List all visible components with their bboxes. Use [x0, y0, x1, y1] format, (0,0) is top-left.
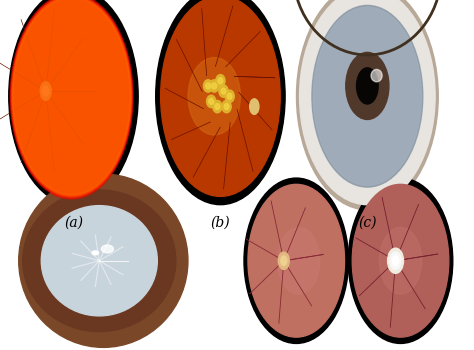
Ellipse shape — [12, 0, 131, 196]
Ellipse shape — [203, 80, 213, 92]
Ellipse shape — [227, 93, 232, 99]
Ellipse shape — [213, 100, 222, 113]
Ellipse shape — [155, 0, 285, 205]
Ellipse shape — [11, 0, 132, 198]
Ellipse shape — [206, 83, 210, 89]
Ellipse shape — [278, 252, 289, 270]
Ellipse shape — [209, 98, 214, 105]
Ellipse shape — [92, 251, 99, 255]
Ellipse shape — [10, 0, 133, 199]
Ellipse shape — [10, 0, 133, 199]
Ellipse shape — [219, 85, 228, 97]
Ellipse shape — [188, 57, 240, 135]
Ellipse shape — [222, 100, 231, 113]
Ellipse shape — [10, 0, 133, 199]
Ellipse shape — [18, 174, 188, 347]
Ellipse shape — [40, 82, 51, 100]
Ellipse shape — [101, 245, 113, 253]
Ellipse shape — [53, 66, 88, 116]
Ellipse shape — [12, 0, 131, 195]
Ellipse shape — [215, 104, 220, 110]
Ellipse shape — [12, 0, 132, 197]
Ellipse shape — [371, 69, 382, 82]
Ellipse shape — [216, 75, 225, 87]
Ellipse shape — [10, 0, 133, 199]
Ellipse shape — [53, 67, 88, 115]
Ellipse shape — [53, 67, 88, 116]
Ellipse shape — [161, 0, 280, 196]
Ellipse shape — [12, 0, 131, 196]
Ellipse shape — [41, 206, 157, 316]
Ellipse shape — [11, 0, 132, 197]
Ellipse shape — [52, 66, 89, 117]
Ellipse shape — [352, 184, 449, 337]
Ellipse shape — [221, 88, 226, 94]
Ellipse shape — [348, 178, 453, 343]
Ellipse shape — [23, 190, 176, 332]
Text: (b): (b) — [210, 215, 230, 229]
Ellipse shape — [313, 7, 421, 185]
Ellipse shape — [43, 86, 49, 96]
Ellipse shape — [390, 252, 401, 270]
Ellipse shape — [52, 65, 89, 117]
Ellipse shape — [312, 5, 423, 187]
Ellipse shape — [218, 78, 223, 84]
Ellipse shape — [11, 0, 132, 197]
Ellipse shape — [300, 0, 435, 205]
Ellipse shape — [250, 99, 259, 114]
Ellipse shape — [248, 184, 345, 337]
Text: (c): (c) — [358, 215, 377, 229]
Ellipse shape — [52, 65, 89, 117]
Ellipse shape — [52, 66, 89, 116]
Text: (a): (a) — [64, 215, 83, 229]
Ellipse shape — [388, 248, 403, 273]
Ellipse shape — [224, 104, 229, 110]
Ellipse shape — [13, 0, 130, 195]
Ellipse shape — [11, 0, 132, 198]
Ellipse shape — [392, 256, 399, 265]
Ellipse shape — [346, 52, 389, 119]
Ellipse shape — [53, 66, 88, 116]
Ellipse shape — [13, 0, 131, 195]
Ellipse shape — [207, 95, 216, 107]
Ellipse shape — [10, 0, 133, 198]
Ellipse shape — [210, 80, 219, 92]
Ellipse shape — [225, 90, 234, 103]
Ellipse shape — [12, 0, 131, 196]
Ellipse shape — [379, 227, 422, 294]
Ellipse shape — [12, 0, 131, 196]
Ellipse shape — [297, 0, 438, 210]
Ellipse shape — [13, 0, 130, 195]
Ellipse shape — [244, 178, 348, 343]
Ellipse shape — [278, 227, 320, 294]
Ellipse shape — [53, 66, 88, 116]
Ellipse shape — [9, 0, 138, 205]
Ellipse shape — [212, 83, 217, 89]
Ellipse shape — [281, 256, 287, 265]
Ellipse shape — [356, 68, 378, 104]
Ellipse shape — [12, 0, 131, 196]
Ellipse shape — [11, 0, 132, 197]
Ellipse shape — [53, 67, 88, 115]
Ellipse shape — [11, 0, 132, 198]
